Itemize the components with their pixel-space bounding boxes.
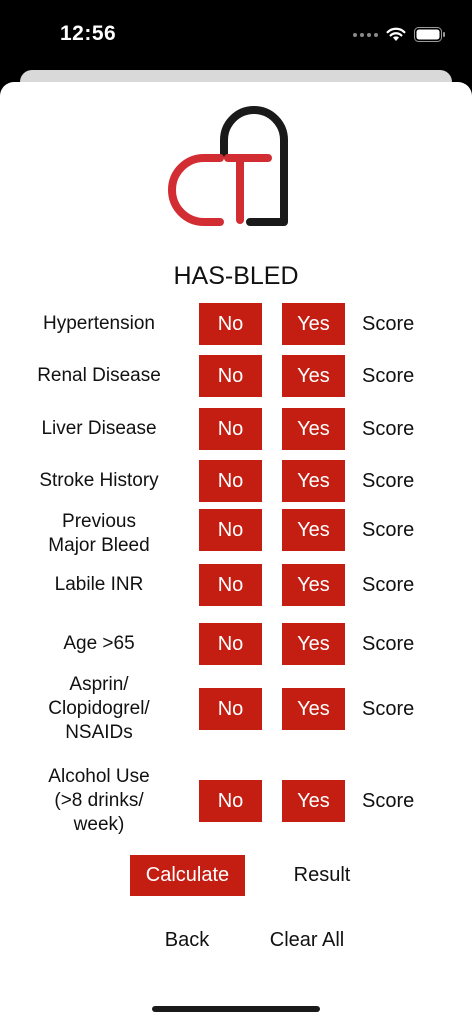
antiplatelet-yes-button[interactable]: Yes (282, 688, 345, 730)
alcohol-use-score: Score (362, 790, 415, 812)
age-over-65-score: Score (362, 633, 415, 655)
back-button[interactable]: Back (164, 928, 210, 951)
clear-all-button[interactable]: Clear All (269, 928, 345, 951)
row-label-stroke-history: Stroke History (39, 470, 159, 491)
hypertension-yes-button[interactable]: Yes (282, 303, 345, 345)
alcohol-use-no-button[interactable]: No (199, 780, 262, 822)
renal-disease-yes-button[interactable]: Yes (282, 355, 345, 397)
age-over-65-yes-button[interactable]: Yes (282, 623, 345, 665)
row-label-hypertension: Hypertension (43, 313, 155, 334)
liver-disease-no-button[interactable]: No (199, 408, 262, 450)
age-over-65-no-button[interactable]: No (199, 623, 262, 665)
previous-major-bleed-no-button[interactable]: No (199, 509, 262, 551)
antiplatelet-no-button[interactable]: No (199, 688, 262, 730)
row-label-labile-inr: Labile INR (54, 574, 144, 595)
stroke-history-score: Score (362, 470, 415, 492)
antiplatelet-score: Score (362, 698, 415, 720)
status-time: 12:56 (60, 22, 117, 45)
liver-disease-score: Score (362, 418, 415, 440)
hypertension-no-button[interactable]: No (199, 303, 262, 345)
cellular-signal-icon (353, 32, 378, 37)
alcohol-use-yes-button[interactable]: Yes (282, 780, 345, 822)
hypertension-score: Score (362, 313, 415, 335)
renal-disease-score: Score (362, 365, 415, 387)
renal-disease-no-button[interactable]: No (199, 355, 262, 397)
stroke-history-yes-button[interactable]: Yes (282, 460, 345, 502)
battery-icon (414, 27, 445, 42)
page-title: HAS-BLED (173, 262, 299, 290)
ct-heart-logo (168, 106, 288, 226)
row-label-renal-disease: Renal Disease (37, 365, 161, 386)
calculate-button[interactable]: Calculate (130, 855, 245, 896)
row-label-age-over-65: Age >65 (63, 633, 135, 654)
row-label-liver-disease: Liver Disease (41, 418, 157, 439)
previous-major-bleed-score: Score (362, 519, 415, 541)
row-label-antiplatelet-nsaids: Asprin/ Clopidogrel/ NSAIDs (48, 674, 150, 743)
row-label-previous-major-bleed: Previous Major Bleed (48, 511, 150, 556)
home-indicator[interactable] (152, 1006, 320, 1012)
result-text: Result (293, 864, 351, 886)
labile-inr-no-button[interactable]: No (199, 564, 262, 606)
row-label-alcohol-use: Alcohol Use (>8 drinks/ week) (48, 766, 150, 835)
liver-disease-yes-button[interactable]: Yes (282, 408, 345, 450)
labile-inr-score: Score (362, 574, 415, 596)
stroke-history-no-button[interactable]: No (199, 460, 262, 502)
previous-major-bleed-yes-button[interactable]: Yes (282, 509, 345, 551)
labile-inr-yes-button[interactable]: Yes (282, 564, 345, 606)
status-icons (353, 27, 446, 42)
wifi-icon (386, 27, 406, 41)
